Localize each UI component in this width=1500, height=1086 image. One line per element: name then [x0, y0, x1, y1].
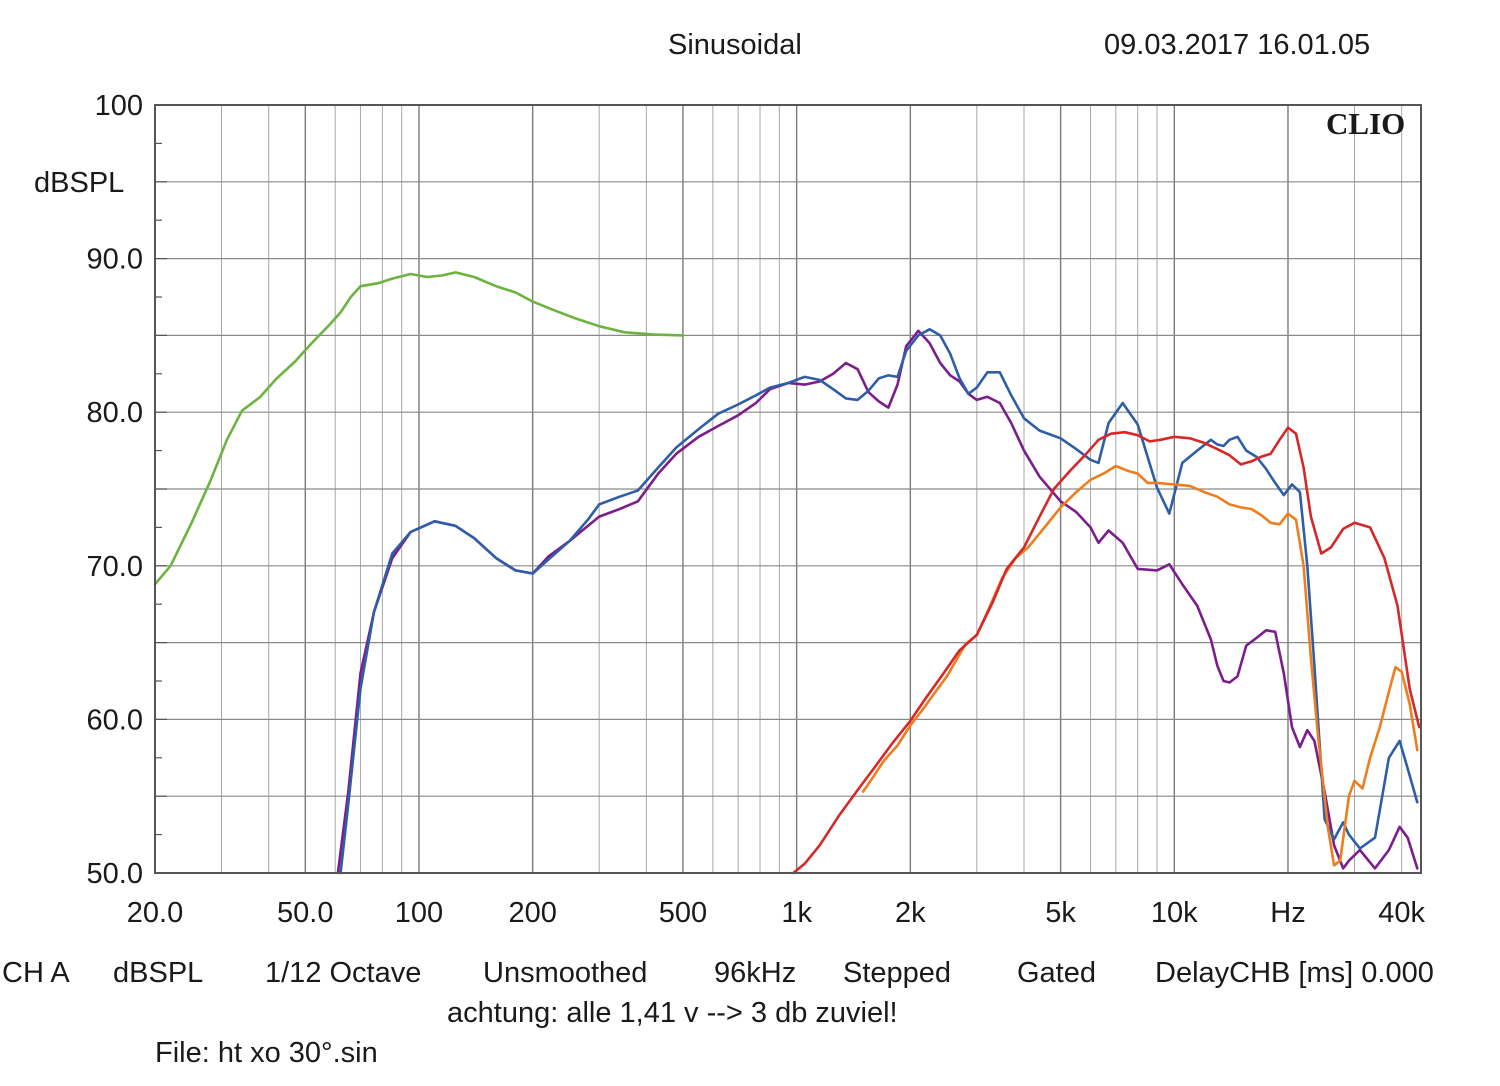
clio-logo: CLIO [1326, 106, 1406, 141]
plot-frame [154, 104, 1422, 874]
x-tick-label: 2k [895, 897, 926, 929]
x-tick-label: 5k [1045, 897, 1076, 929]
x-tick-label: 500 [659, 897, 707, 929]
series-line-1 [153, 271, 685, 586]
x-tick-label: 1k [781, 897, 812, 929]
note-line: achtung: alle 1,41 v --> 3 db zuviel! [447, 997, 898, 1029]
tick-labels: 100 90.0 80.0 70.0 60.0 50.0 20.0 50.0 100 200 500… [87, 90, 1426, 929]
series-group [153, 271, 1421, 875]
series-line-5 [791, 426, 1421, 875]
setting-sweep: Stepped [843, 957, 952, 989]
x-tick-label: Hz [1270, 897, 1305, 929]
setting-delay: DelayCHB [ms] 0.000 [1155, 957, 1434, 989]
y-tick-label: 100 [95, 90, 143, 122]
file-name: File: ht xo 30°.sin [155, 1037, 378, 1069]
setting-resolution: 1/12 Octave [265, 957, 422, 989]
x-tick-label: 50.0 [277, 897, 333, 929]
y-axis-unit-label: dBSPL [34, 167, 125, 199]
x-tick-label: 40k [1378, 897, 1425, 929]
y-tick-label: 60.0 [87, 704, 143, 736]
y-tick-label: 70.0 [87, 551, 143, 583]
measurement-datetime: 09.03.2017 16.01.05 [1104, 29, 1371, 61]
y-tick-label: 50.0 [87, 858, 143, 890]
y-tick-label: 90.0 [87, 244, 143, 276]
x-tick-label: 20.0 [127, 897, 183, 929]
series-line-4 [861, 464, 1419, 867]
grid [154, 104, 1421, 874]
setting-unit: dBSPL [113, 957, 204, 989]
x-tick-label: 200 [508, 897, 556, 929]
setting-smoothing: Unsmoothed [483, 957, 648, 989]
y-tick-label: 80.0 [87, 397, 143, 429]
setting-samplerate: 96kHz [714, 957, 797, 989]
setting-channel: CH A [2, 957, 70, 989]
x-tick-label: 100 [395, 897, 443, 929]
x-tick-label: 10k [1151, 897, 1198, 929]
setting-window: Gated [1017, 957, 1096, 989]
measurement-mode: Sinusoidal [668, 29, 802, 61]
series-line-3 [339, 327, 1419, 875]
